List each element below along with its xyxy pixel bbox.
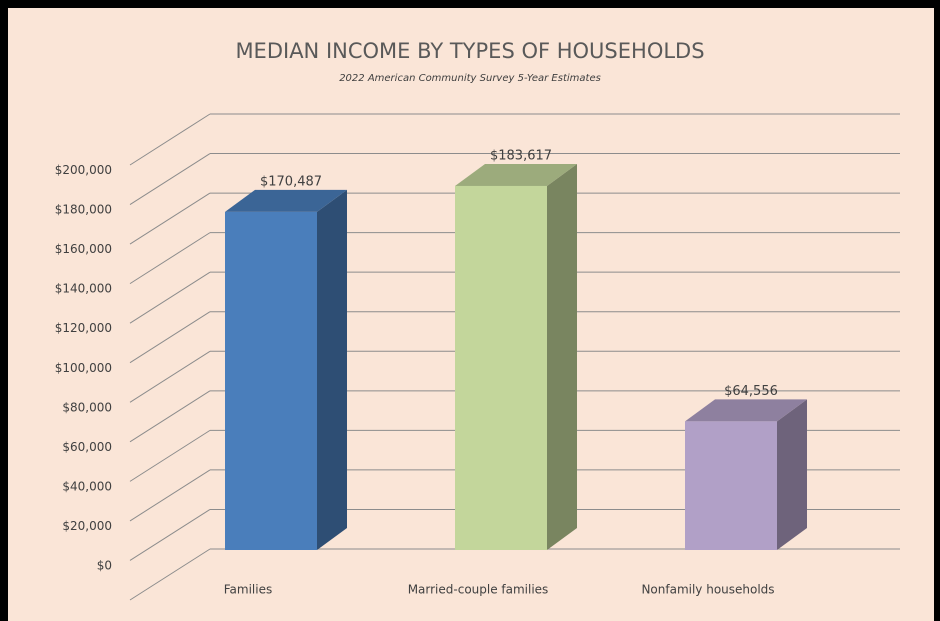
y-tick-label: $80,000 <box>62 400 112 414</box>
bar <box>225 211 317 551</box>
y-tick-label: $100,000 <box>55 361 112 375</box>
chart-subtitle: 2022 American Community Survey 5-Year Es… <box>339 73 601 84</box>
side-grid-line <box>129 192 211 245</box>
side-grid-line <box>129 232 211 285</box>
bar <box>685 421 777 550</box>
bar-top <box>685 399 807 422</box>
wall-top-side <box>129 113 211 166</box>
y-tick-label: $40,000 <box>62 479 112 493</box>
side-grid-line <box>129 153 211 205</box>
y-tick-label: $160,000 <box>55 242 112 256</box>
value-label: $183,617 <box>490 148 552 163</box>
side-grid-line <box>129 548 211 601</box>
side-grid-line <box>129 469 211 522</box>
y-tick-label: $180,000 <box>55 203 112 217</box>
x-tick-label: Married-couple families <box>408 583 549 597</box>
value-label: $64,556 <box>724 384 778 399</box>
bar-side <box>777 399 807 550</box>
side-grid-line <box>129 271 211 324</box>
bar-top <box>455 163 577 186</box>
bar-side <box>547 163 577 550</box>
x-tick-label: Families <box>224 583 272 597</box>
side-grid-line <box>129 350 211 403</box>
side-grid-line <box>129 509 211 561</box>
chart-title: MEDIAN INCOME BY TYPES OF HOUSEHOLDS <box>235 39 704 63</box>
y-tick-label: $60,000 <box>62 440 112 454</box>
y-tick-label: $140,000 <box>55 282 112 296</box>
bar-side <box>317 189 347 551</box>
y-tick-label: $120,000 <box>55 321 112 335</box>
bar-top <box>225 189 347 212</box>
side-grid-line <box>129 390 211 443</box>
x-tick-label: Nonfamily households <box>641 583 774 597</box>
y-tick-label: $20,000 <box>62 519 112 533</box>
bar <box>455 185 547 550</box>
side-grid-line <box>129 311 211 364</box>
value-label: $170,487 <box>260 174 322 189</box>
y-tick-label: $200,000 <box>55 163 112 177</box>
side-grid-line <box>129 429 211 482</box>
y-tick-label: $0 <box>97 559 112 573</box>
